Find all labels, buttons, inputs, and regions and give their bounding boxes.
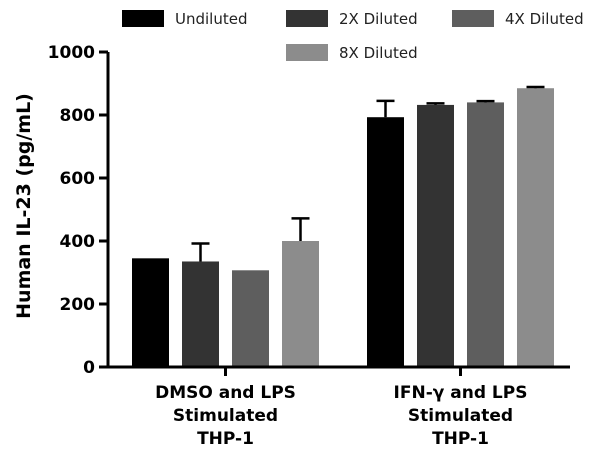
y-axis-title: Human IL-23 (pg/mL) [13,93,35,319]
y-tick-label: 200 [60,295,96,315]
y-tick-label: 400 [60,232,96,252]
legend-label: 8X Diluted [339,44,418,62]
y-tick-label: 600 [60,169,96,189]
legend-swatch [452,10,494,27]
legend-label: Undiluted [175,10,247,28]
y-tick-label: 0 [83,358,95,378]
x-category-label: IFN-γ and LPS [394,383,528,403]
legend-swatch [122,10,164,27]
bar [132,258,169,367]
legend: Undiluted 2X Diluted 4X Diluted 8X Diluted [122,10,584,62]
legend-label: 4X Diluted [505,10,584,28]
bar [282,241,319,367]
legend-label: 2X Diluted [339,10,418,28]
bar [367,117,404,367]
legend-swatch [286,10,328,27]
x-category-label: Stimulated [173,406,278,426]
y-axis: 0 200 400 600 800 1000 [48,43,110,378]
bar [467,102,504,368]
bar [182,261,219,367]
x-axis: DMSO and LPS Stimulated THP-1 IFN-γ and LPS… [108,365,570,449]
y-tick-label: 1000 [48,43,95,63]
x-category-label: Stimulated [408,406,513,426]
y-tick-label: 800 [60,106,96,126]
bar [517,88,554,367]
legend-swatch [286,44,328,61]
bar [232,270,269,367]
x-category-label: THP-1 [197,429,254,449]
x-category-label: DMSO and LPS [155,383,296,403]
bars [132,85,554,368]
x-category-label: THP-1 [432,429,489,449]
bar [417,104,454,368]
